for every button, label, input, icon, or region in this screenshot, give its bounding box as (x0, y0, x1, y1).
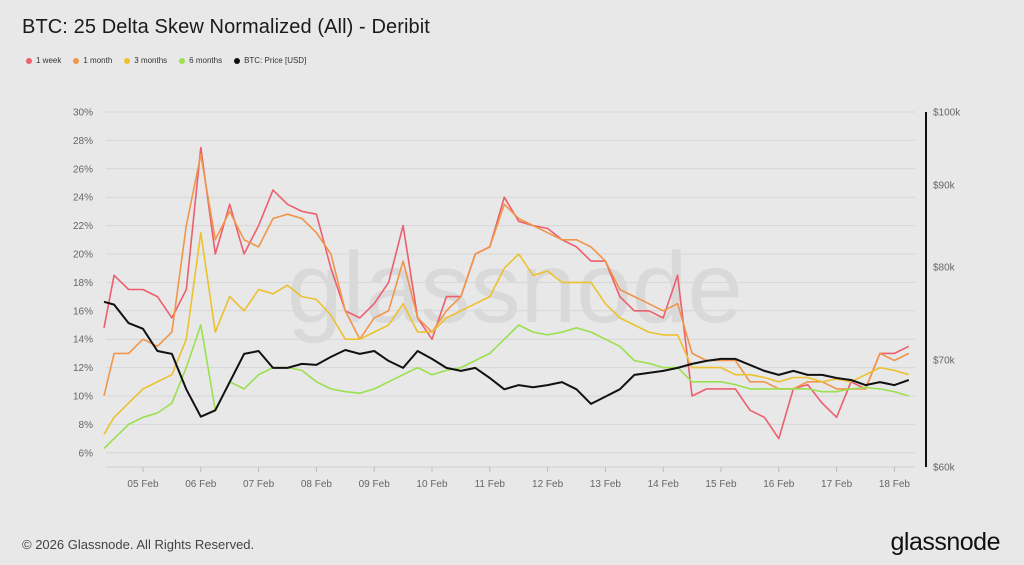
legend-label: 3 months (134, 56, 168, 65)
x-tick-label: 13 Feb (590, 479, 622, 490)
legend-item-1-week[interactable]: 1 week (26, 56, 61, 65)
y-right-tick-label: $100k (933, 108, 961, 119)
y-left-tick-label: 24% (73, 193, 93, 204)
y-left-tick-label: 6% (79, 448, 94, 459)
legend-label: 6 months (189, 56, 223, 65)
legend-label: 1 month (83, 56, 113, 65)
legend-dot-icon (26, 57, 32, 64)
series-line-btc-price-usd (103, 300, 910, 418)
y-left-tick-label: 8% (79, 420, 94, 431)
x-tick-label: 09 Feb (359, 479, 391, 490)
x-tick-label: 06 Feb (185, 479, 217, 490)
y-left-tick-label: 28% (73, 136, 93, 147)
y-right-tick-label: $80k (933, 263, 956, 274)
x-tick-label: 07 Feb (243, 479, 275, 490)
x-tick-label: 18 Feb (879, 479, 911, 490)
legend-label: 1 week (36, 56, 62, 65)
y-right-tick-label: $70k (933, 355, 956, 366)
y-right-tick-label: $90k (933, 181, 956, 192)
legend-dot-icon (179, 57, 186, 64)
x-tick-label: 11 Feb (475, 479, 506, 490)
legend-item-3-months[interactable]: 3 months (124, 56, 167, 65)
watermark: glassnode (287, 232, 743, 344)
legend-item-btc-price[interactable]: BTC: Price [USD] (234, 56, 306, 65)
x-tick-label: 14 Feb (648, 479, 680, 490)
legend-item-1-month[interactable]: 1 month (73, 56, 112, 65)
y-left-tick-label: 20% (73, 250, 93, 261)
x-tick-label: 12 Feb (532, 479, 564, 490)
x-tick-label: 08 Feb (301, 479, 333, 490)
x-tick-label: 10 Feb (416, 479, 448, 490)
y-left-tick-label: 30% (73, 108, 93, 119)
legend-dot-icon (124, 57, 131, 64)
y-left-tick-label: 22% (73, 221, 93, 232)
x-tick-label: 17 Feb (821, 479, 853, 490)
legend-dot-icon (234, 57, 241, 64)
x-tick-label: 16 Feb (763, 479, 795, 490)
y-left-tick-label: 26% (73, 164, 93, 175)
x-tick-label: 05 Feb (127, 479, 159, 490)
chart-title: BTC: 25 Delta Skew Normalized (All) - De… (22, 16, 430, 38)
y-left-tick-label: 16% (73, 306, 93, 317)
legend-item-6-months[interactable]: 6 months (179, 56, 222, 65)
y-left-tick-label: 12% (73, 363, 93, 374)
legend-label: BTC: Price [USD] (244, 56, 307, 65)
glassnode-logo: glassnode (890, 528, 1001, 556)
series-line-1-month (103, 153, 910, 397)
y-left-tick-label: 18% (73, 278, 93, 289)
legend-dot-icon (73, 57, 80, 64)
chart-plot: glassnode 6% 8% 10% 12% 14% 16% 18% 20% 22% 24% 26… (73, 108, 961, 491)
legend: 1 week 1 month 3 months 6 months BTC: Pr… (26, 56, 306, 65)
series-line-3-months (103, 231, 910, 435)
series-line-6-months (103, 324, 910, 450)
copyright-footer: © 2026 Glassnode. All Rights Reserved. (22, 537, 255, 552)
x-tick-label: 15 Feb (705, 479, 737, 490)
y-right-tick-label: $60k (933, 463, 956, 474)
y-left-tick-label: 14% (73, 335, 93, 346)
y-left-tick-label: 10% (73, 392, 93, 403)
